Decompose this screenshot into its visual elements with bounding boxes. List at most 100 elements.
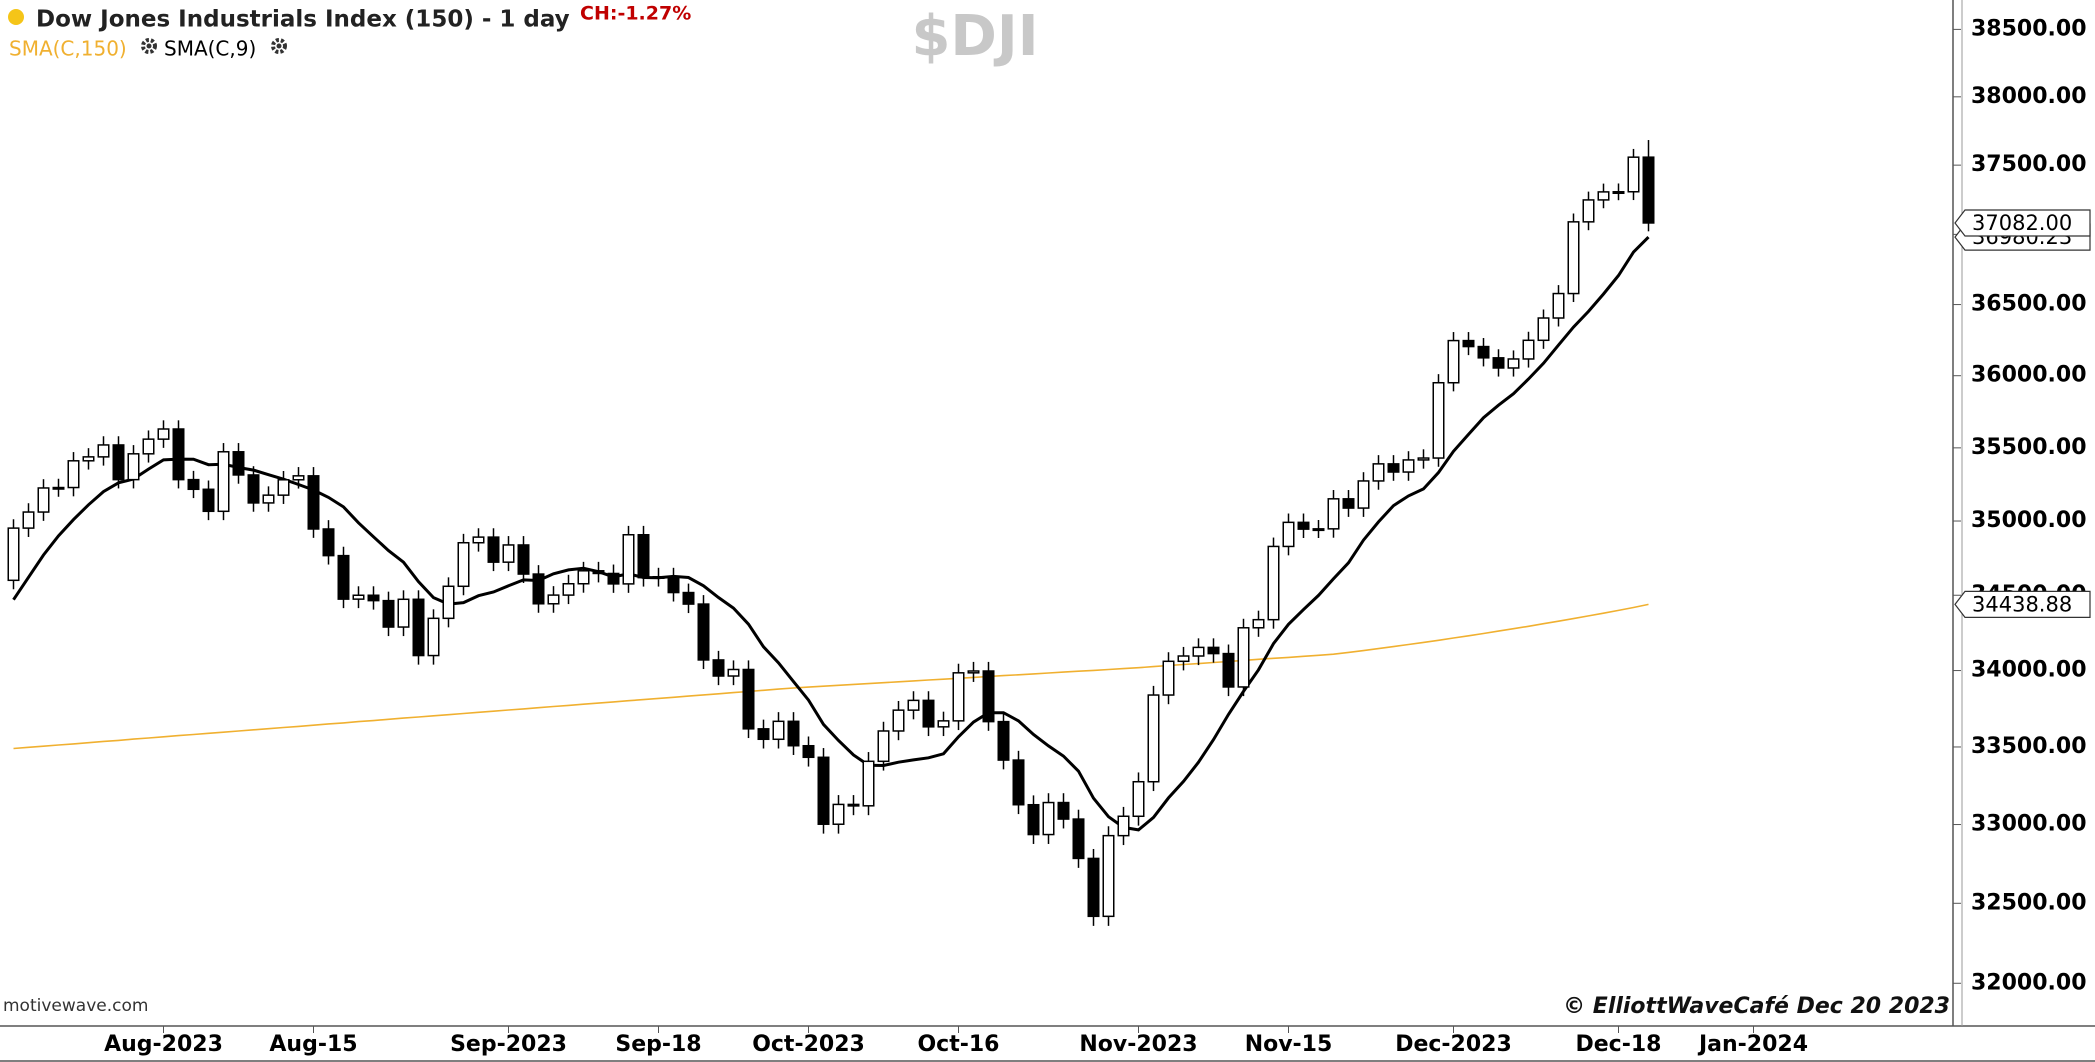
status-dot bbox=[8, 9, 24, 25]
candle-body bbox=[1162, 660, 1175, 696]
plot bbox=[7, 140, 1655, 926]
candle-body bbox=[1582, 199, 1595, 223]
source-label: motivewave.com bbox=[3, 996, 148, 1016]
candle-body bbox=[937, 720, 950, 728]
candle-body bbox=[1432, 381, 1445, 459]
x-tick-label: Sep-2023 bbox=[450, 1032, 567, 1057]
candle-body bbox=[667, 575, 680, 594]
candle-body bbox=[787, 720, 800, 747]
candle-body bbox=[1117, 815, 1130, 837]
symbol-watermark: $DJI bbox=[911, 4, 1038, 69]
credit-label: © ElliottWaveCafé Dec 20 2023 bbox=[1563, 994, 1950, 1019]
candle-body bbox=[637, 534, 650, 579]
settings-icon[interactable] bbox=[141, 38, 157, 54]
candle-body bbox=[1462, 339, 1475, 348]
x-tick-label: Nov-2023 bbox=[1079, 1032, 1197, 1057]
candle-body bbox=[1027, 803, 1040, 836]
candle-body bbox=[1042, 801, 1055, 836]
x-tick-label: Jan-2024 bbox=[1697, 1032, 1808, 1057]
x-tick-label: Dec-2023 bbox=[1395, 1032, 1512, 1057]
candle-body bbox=[1597, 191, 1610, 201]
candle-body bbox=[382, 599, 395, 628]
candle-body bbox=[592, 570, 605, 575]
candle-body bbox=[622, 534, 635, 585]
candle-body bbox=[907, 699, 920, 711]
candle-body bbox=[1342, 498, 1355, 509]
candle-body bbox=[1447, 339, 1460, 384]
candle-body bbox=[832, 803, 845, 825]
candle-body bbox=[607, 572, 620, 585]
candle-body bbox=[652, 575, 665, 579]
candle-body bbox=[1627, 156, 1640, 193]
candle-body bbox=[517, 544, 530, 575]
candle-body bbox=[1207, 646, 1220, 655]
y-tick-label: 33500.00 bbox=[1971, 734, 2087, 759]
candle-body bbox=[427, 617, 440, 657]
candle-body bbox=[682, 591, 695, 605]
candle-body bbox=[727, 668, 740, 677]
candle-body bbox=[157, 428, 170, 440]
candle-body bbox=[457, 541, 470, 588]
candle-body bbox=[1237, 627, 1250, 688]
candle-body bbox=[172, 428, 185, 481]
candle-body bbox=[877, 730, 890, 763]
candle-body bbox=[1417, 457, 1430, 461]
candle-body bbox=[112, 444, 125, 481]
y-tick-label: 32500.00 bbox=[1971, 890, 2087, 915]
candle-body bbox=[292, 475, 305, 481]
candle-body bbox=[307, 475, 320, 530]
y-tick-label: 32000.00 bbox=[1971, 970, 2087, 995]
candle-body bbox=[802, 744, 815, 759]
settings-icon[interactable] bbox=[271, 38, 287, 54]
candle-body bbox=[397, 598, 410, 628]
candle-body bbox=[7, 527, 20, 582]
candle-body bbox=[277, 479, 290, 496]
candle-body bbox=[1507, 358, 1520, 369]
price-marker bbox=[1954, 590, 2091, 618]
candle-body bbox=[997, 720, 1010, 761]
candle-body bbox=[1372, 463, 1385, 482]
candle-body bbox=[847, 803, 860, 807]
y-tick-label: 35000.00 bbox=[1971, 508, 2087, 533]
x-tick-label: Sep-18 bbox=[615, 1032, 701, 1057]
candle-body bbox=[772, 720, 785, 741]
x-tick-label: Nov-15 bbox=[1245, 1032, 1333, 1057]
legend-entry: SMA(C,9) bbox=[164, 37, 256, 61]
price-marker bbox=[1954, 209, 2091, 237]
candle-body bbox=[1642, 156, 1655, 224]
candle-body bbox=[487, 536, 500, 563]
candle-body bbox=[472, 536, 485, 544]
candle-body bbox=[577, 570, 590, 585]
candle-body bbox=[262, 494, 275, 504]
price-marker-label: 34438.88 bbox=[1972, 592, 2072, 616]
candle-body bbox=[352, 594, 365, 600]
candle-body bbox=[1312, 528, 1325, 532]
candle-body bbox=[367, 594, 380, 602]
y-tick-label: 36500.00 bbox=[1971, 292, 2087, 317]
x-tick-label: Aug-2023 bbox=[104, 1032, 223, 1057]
candle-body bbox=[1537, 317, 1550, 342]
candle-body bbox=[892, 709, 905, 732]
candle-body bbox=[1252, 618, 1265, 629]
candle-body bbox=[757, 728, 770, 741]
candle-body bbox=[1072, 818, 1085, 860]
y-tick-label: 38000.00 bbox=[1971, 84, 2087, 109]
x-tick-label: Dec-18 bbox=[1576, 1032, 1662, 1057]
candle-body bbox=[1567, 221, 1580, 295]
candle-body bbox=[1012, 759, 1025, 806]
candle-body bbox=[1177, 655, 1190, 663]
x-tick-label: Aug-15 bbox=[269, 1032, 357, 1057]
x-tick-label: Oct-16 bbox=[917, 1032, 999, 1057]
candle-body bbox=[97, 444, 110, 458]
candle-body bbox=[502, 544, 515, 563]
candle-body bbox=[1327, 498, 1340, 530]
candle-body bbox=[232, 451, 245, 476]
candle-body bbox=[862, 760, 875, 807]
candle-body bbox=[697, 603, 710, 661]
candle-body bbox=[142, 438, 155, 455]
candle-body bbox=[922, 699, 935, 728]
candle-body bbox=[1102, 834, 1115, 918]
candle-body bbox=[1282, 521, 1295, 548]
